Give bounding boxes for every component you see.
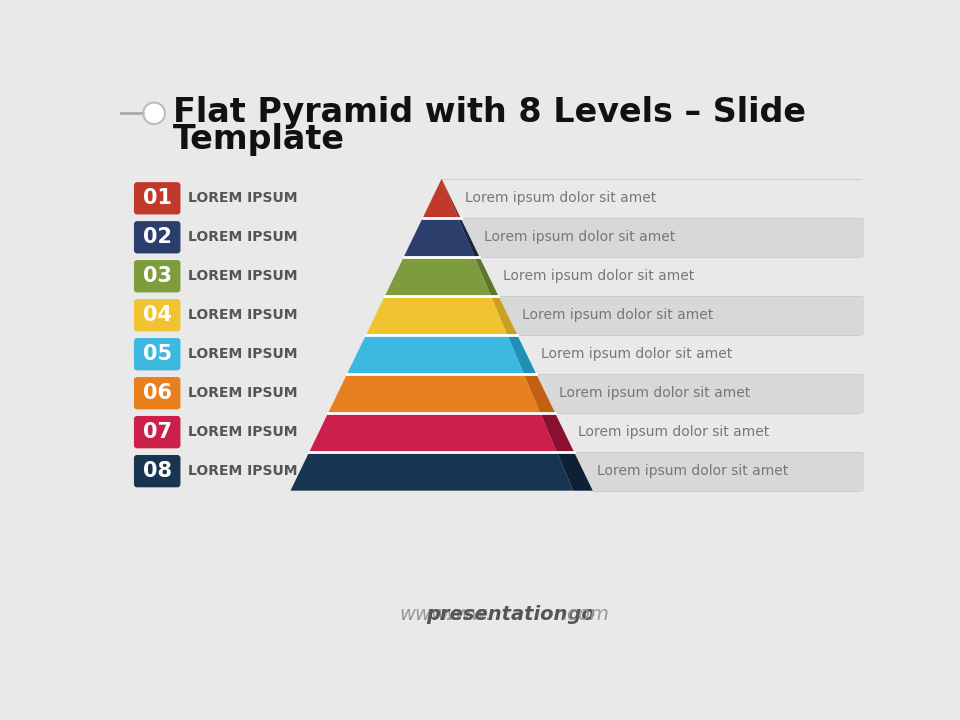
Text: 01: 01 (143, 189, 172, 208)
Polygon shape (291, 451, 573, 490)
Polygon shape (474, 257, 498, 296)
Text: 03: 03 (143, 266, 172, 287)
Text: www.: www. (399, 605, 452, 624)
Bar (555, 413, 864, 451)
Bar (574, 451, 864, 490)
FancyBboxPatch shape (134, 260, 180, 292)
Text: LOREM IPSUM: LOREM IPSUM (188, 230, 298, 244)
FancyBboxPatch shape (134, 416, 180, 449)
Polygon shape (385, 257, 491, 296)
Text: 07: 07 (143, 422, 172, 442)
Polygon shape (508, 335, 536, 374)
Bar (461, 217, 864, 257)
Text: presentationgo: presentationgo (426, 605, 595, 624)
Polygon shape (366, 296, 508, 335)
Text: Lorem ipsum dolor sit amet: Lorem ipsum dolor sit amet (465, 192, 657, 205)
FancyBboxPatch shape (134, 377, 180, 410)
Text: .com: .com (562, 605, 610, 624)
Text: 02: 02 (143, 228, 172, 247)
Text: Lorem ipsum dolor sit amet: Lorem ipsum dolor sit amet (484, 230, 675, 244)
Text: Lorem ipsum dolor sit amet: Lorem ipsum dolor sit amet (540, 347, 732, 361)
Bar (479, 257, 864, 296)
Bar (517, 335, 864, 374)
Text: Lorem ipsum dolor sit amet: Lorem ipsum dolor sit amet (578, 426, 770, 439)
Text: 05: 05 (143, 344, 172, 364)
Text: LOREM IPSUM: LOREM IPSUM (188, 192, 298, 205)
Polygon shape (309, 413, 557, 451)
Polygon shape (328, 374, 540, 413)
Polygon shape (491, 296, 517, 335)
Polygon shape (348, 335, 524, 374)
FancyBboxPatch shape (134, 299, 180, 331)
Text: Lorem ipsum dolor sit amet: Lorem ipsum dolor sit amet (560, 386, 751, 400)
Text: 06: 06 (143, 383, 172, 403)
FancyBboxPatch shape (134, 221, 180, 253)
Polygon shape (557, 451, 592, 490)
Circle shape (143, 102, 165, 124)
Text: Template: Template (173, 123, 345, 156)
Text: 04: 04 (143, 305, 172, 325)
Text: LOREM IPSUM: LOREM IPSUM (188, 426, 298, 439)
Text: 08: 08 (143, 461, 172, 481)
FancyBboxPatch shape (134, 182, 180, 215)
Text: Lorem ipsum dolor sit amet: Lorem ipsum dolor sit amet (597, 464, 788, 478)
Text: Lorem ipsum dolor sit amet: Lorem ipsum dolor sit amet (521, 308, 713, 323)
Polygon shape (422, 179, 458, 217)
Polygon shape (524, 374, 555, 413)
Polygon shape (442, 179, 461, 217)
Text: Flat Pyramid with 8 Levels – Slide: Flat Pyramid with 8 Levels – Slide (173, 96, 805, 130)
Bar (442, 179, 864, 217)
Text: LOREM IPSUM: LOREM IPSUM (188, 269, 298, 283)
Text: LOREM IPSUM: LOREM IPSUM (188, 464, 298, 478)
Text: LOREM IPSUM: LOREM IPSUM (188, 308, 298, 323)
Text: LOREM IPSUM: LOREM IPSUM (188, 347, 298, 361)
Bar (498, 296, 864, 335)
Text: Lorem ipsum dolor sit amet: Lorem ipsum dolor sit amet (503, 269, 694, 283)
Polygon shape (458, 217, 479, 257)
FancyBboxPatch shape (134, 338, 180, 370)
Text: www.: www. (439, 605, 492, 624)
FancyBboxPatch shape (134, 455, 180, 487)
Text: LOREM IPSUM: LOREM IPSUM (188, 386, 298, 400)
Polygon shape (540, 413, 574, 451)
Bar (536, 374, 864, 413)
Polygon shape (404, 217, 474, 257)
